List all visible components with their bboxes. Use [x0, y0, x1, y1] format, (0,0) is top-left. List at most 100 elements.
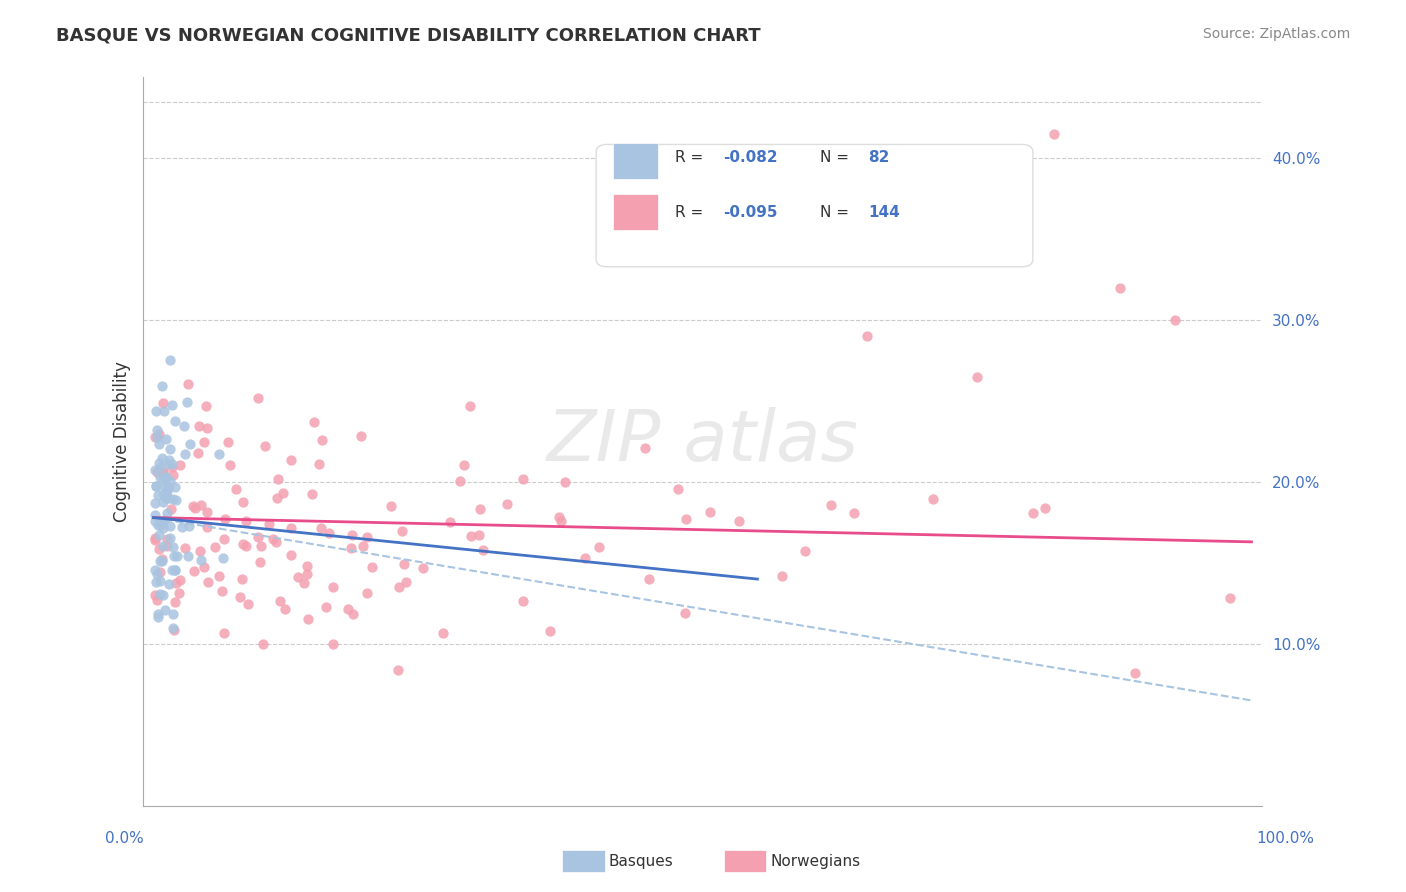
Point: [297, 612, 319, 626]
Point: [350, 429, 373, 443]
Point: [387, 663, 409, 677]
Point: [159, 474, 181, 488]
Point: [162, 460, 184, 475]
Point: [388, 580, 411, 594]
Point: [194, 399, 217, 413]
Point: [152, 521, 174, 535]
Point: [195, 519, 218, 533]
Point: [149, 460, 172, 475]
Point: [548, 509, 571, 524]
Point: [322, 637, 344, 651]
Point: [342, 607, 364, 622]
Point: [311, 521, 333, 535]
Point: [153, 514, 176, 528]
Point: [162, 621, 184, 635]
Point: [280, 548, 302, 562]
Point: [152, 396, 174, 410]
Point: [146, 593, 169, 607]
Point: [160, 458, 183, 472]
Point: [162, 491, 184, 506]
Point: [190, 553, 212, 567]
Point: [856, 329, 879, 343]
Point: [512, 472, 534, 486]
Point: [155, 488, 177, 502]
Point: [149, 517, 172, 532]
Point: [236, 597, 259, 611]
Point: [675, 511, 697, 525]
Point: [273, 602, 295, 616]
Point: [302, 415, 325, 429]
Point: [177, 549, 200, 564]
Point: [152, 487, 174, 501]
Point: [235, 539, 257, 553]
Point: [247, 391, 270, 405]
Point: [699, 505, 721, 519]
Point: [449, 475, 471, 489]
Point: [187, 446, 209, 460]
Point: [637, 572, 659, 586]
Point: [225, 483, 247, 497]
Point: [197, 575, 219, 590]
Point: [352, 539, 374, 553]
Bar: [613, 143, 658, 179]
Point: [392, 557, 415, 571]
Point: [496, 497, 519, 511]
Point: [146, 430, 169, 444]
Point: [246, 530, 269, 544]
Point: [145, 403, 167, 417]
Point: [162, 540, 184, 554]
Point: [152, 588, 174, 602]
Point: [163, 623, 186, 637]
Point: [179, 437, 201, 451]
Point: [145, 479, 167, 493]
Point: [162, 563, 184, 577]
Point: [727, 514, 749, 528]
Point: [229, 590, 252, 604]
Point: [181, 500, 204, 514]
Point: [232, 495, 254, 509]
Point: [292, 575, 315, 590]
Point: [159, 519, 181, 533]
Point: [212, 625, 235, 640]
Point: [554, 475, 576, 489]
Point: [921, 491, 943, 506]
Point: [173, 419, 195, 434]
Point: [342, 527, 364, 541]
Point: [149, 587, 172, 601]
Point: [311, 434, 333, 448]
Point: [148, 437, 170, 451]
Point: [1218, 591, 1240, 606]
Point: [280, 521, 302, 535]
Point: [148, 610, 170, 624]
Point: [460, 399, 482, 413]
Point: [911, 232, 934, 246]
Text: BASQUE VS NORWEGIAN COGNITIVE DISABILITY CORRELATION CHART: BASQUE VS NORWEGIAN COGNITIVE DISABILITY…: [56, 27, 761, 45]
Point: [162, 467, 184, 482]
Point: [153, 469, 176, 483]
Point: [149, 554, 172, 568]
Point: [266, 491, 288, 505]
Point: [634, 441, 657, 455]
Y-axis label: Cognitive Disability: Cognitive Disability: [114, 361, 131, 522]
Point: [207, 447, 229, 461]
Point: [1123, 666, 1146, 681]
Point: [150, 451, 173, 466]
Text: N =: N =: [820, 150, 853, 165]
Point: [143, 515, 166, 529]
Point: [280, 452, 302, 467]
Point: [167, 586, 190, 600]
Point: [295, 558, 318, 573]
Point: [188, 543, 211, 558]
Point: [166, 549, 188, 564]
Point: [432, 625, 454, 640]
Text: N =: N =: [820, 204, 853, 219]
Point: [157, 491, 180, 506]
Point: [156, 539, 179, 553]
Text: Norwegians: Norwegians: [770, 855, 860, 869]
Point: [212, 550, 235, 565]
Text: 82: 82: [869, 150, 890, 165]
Point: [148, 426, 170, 441]
Point: [143, 508, 166, 522]
Point: [159, 352, 181, 367]
Point: [259, 516, 281, 531]
